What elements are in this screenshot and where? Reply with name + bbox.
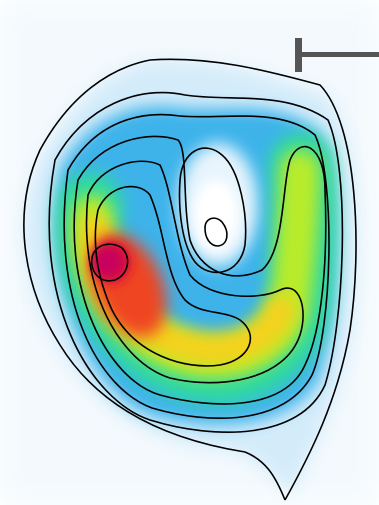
density-map [0, 0, 379, 505]
page: (() => { const data = JSON.parse(documen… [0, 0, 379, 505]
